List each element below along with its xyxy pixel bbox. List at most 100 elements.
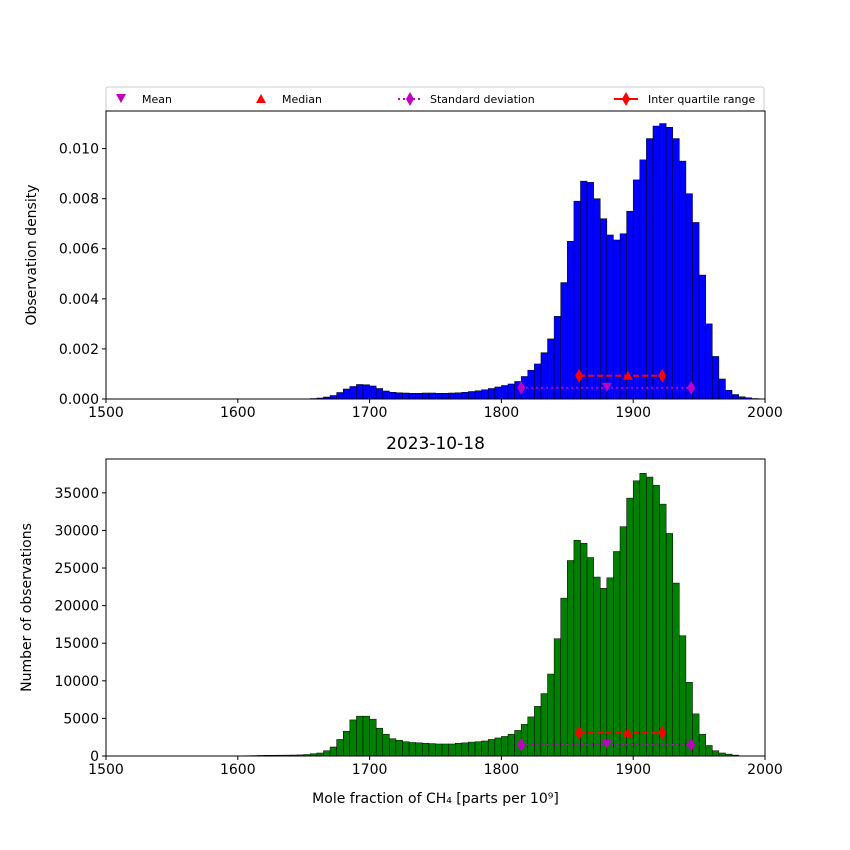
std-marker [517,737,526,752]
histogram-bar [494,386,502,400]
histogram-bar [356,715,364,757]
y-tick-label: 15000 [54,636,99,652]
legend-label-standard-deviation: Standard deviation [430,93,535,106]
legend-label-inter-quartile-range: Inter quartile range [648,93,755,106]
histogram-bar [698,274,706,400]
histogram-bar [692,222,700,400]
iqr-marker [658,725,667,740]
histogram-bar [336,739,344,757]
x-tick-label: 1500 [88,762,124,778]
histogram-bar [428,743,436,757]
histogram-bar [362,384,370,400]
histogram-bar [665,127,673,400]
histogram-bar [375,388,384,400]
y-tick-label: 30000 [54,523,99,539]
y-tick-label: 25000 [54,561,99,577]
histogram-bar [342,388,351,400]
histogram-bar [553,638,561,757]
histogram-bar [540,352,548,400]
histogram-bar [382,733,390,757]
x-tick-label: 1500 [88,405,124,421]
legend-label-mean: Mean [142,93,172,106]
count-chart-title: 2023-10-18 [386,434,485,454]
histogram-bar [665,533,673,757]
histogram-bar [652,485,660,757]
histogram-bar [448,392,456,400]
histogram-bar [527,716,535,757]
histogram-bar [323,750,331,757]
x-tick-label: 2000 [747,405,783,421]
legend-item-mean: Mean [116,93,172,106]
histogram-bar [679,160,687,400]
count-y-axis-label: Number of observations [19,523,35,692]
histogram-bar [441,743,449,757]
histogram-bar [487,739,496,757]
histogram-bar [659,503,667,757]
legend-item-standard-deviation: Standard deviation [398,92,535,106]
histogram-bar [382,390,390,400]
histogram-bar [639,473,647,757]
histogram-bar [593,576,601,757]
histogram-bar [441,392,449,400]
legend-item-inter-quartile-range: Inter quartile range [614,92,755,106]
histogram-bar [613,551,621,757]
histogram-bar [731,394,739,400]
count-y-ticks: 0 5000 10000 15000 20000 25000 30000 35000 [54,486,106,765]
mean-marker-icon [116,94,126,103]
count-x-ticks: 1500 1600 1700 1800 1900 2000 [88,756,783,778]
density-y-ticks: 0.000 0.002 0.004 0.006 0.008 0.010 [59,142,106,408]
mean-marker [601,382,612,392]
histogram-bar [448,743,456,757]
histogram-bar [329,395,337,400]
histogram-bar [547,338,555,400]
density-bars [296,123,766,400]
x-tick-label: 1700 [352,762,388,778]
histogram-bar [501,385,509,400]
histogram-bar [527,369,535,400]
std-marker [687,737,696,752]
x-tick-label: 1900 [615,405,651,421]
histogram-bar [402,392,410,400]
histogram-bar [487,388,496,400]
histogram-bar [507,733,515,757]
histogram-bar [679,635,687,757]
histogram-bar [468,391,476,400]
histogram-bar [481,389,489,400]
histogram-bar [600,218,608,400]
histogram-bar [606,577,614,757]
histogram-bar [389,391,397,400]
iqr-marker-icon [622,92,630,106]
histogram-bar [369,718,377,757]
count-bars [244,473,739,757]
histogram-bar [435,743,443,757]
histogram-bar [606,234,614,400]
std-marker [517,380,526,395]
histogram-bar [619,233,627,400]
histogram-bar [580,542,588,757]
histogram-bar [619,526,627,757]
x-tick-label: 1800 [484,762,520,778]
histogram-bar [593,198,601,400]
histogram-bar [461,391,469,400]
y-tick-label: 35000 [54,486,99,502]
histogram-bar [481,740,489,757]
histogram-bar [501,736,509,757]
histogram-bar [632,480,641,757]
histogram-bar [712,750,720,757]
histogram-bar [468,741,476,757]
x-tick-label: 2000 [747,762,783,778]
histogram-bar [685,193,693,400]
histogram-bar [632,179,641,400]
x-tick-label: 1600 [220,405,256,421]
std-marker [687,380,696,395]
histogram-bar [626,210,634,400]
median-marker [622,727,633,737]
y-tick-label: 10000 [54,674,99,690]
histogram-bar [586,182,594,400]
histogram-bar [349,719,357,757]
x-tick-label: 1600 [220,762,256,778]
histogram-bar [395,739,403,757]
iqr-marker [658,368,667,383]
histogram-bar [705,323,713,400]
